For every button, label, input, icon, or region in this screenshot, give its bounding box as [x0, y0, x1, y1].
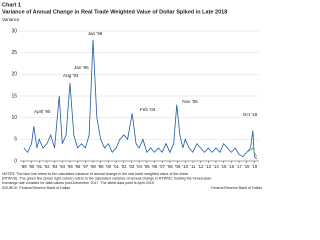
x-tick-label: '98 [90, 164, 96, 169]
x-tick-label: '01 [113, 164, 119, 169]
y-tick-label: 30 [11, 28, 17, 34]
x-tick-label: '17 [236, 164, 242, 169]
x-tick-label: '03 [129, 164, 135, 169]
x-tick-label: '02 [121, 164, 127, 169]
chart-title: Variance of Annual Change in Real Trade … [2, 9, 227, 15]
x-tick-label: '11 [190, 164, 196, 169]
x-tick-label: '15 [221, 164, 227, 169]
annotation: Nov '08 [182, 99, 198, 104]
x-tick-label: '94 [59, 164, 65, 169]
chart-label: Chart 1 [2, 2, 21, 8]
annotation: Jan '95 [74, 65, 89, 70]
y-tick-label: 20 [11, 72, 17, 78]
series-line [23, 39, 257, 160]
x-tick-label: '19 [252, 164, 258, 169]
x-tick-label: '05 [144, 164, 150, 169]
x-tick-label: '14 [213, 164, 219, 169]
x-tick-label: '18 [244, 164, 250, 169]
x-tick-label: '13 [205, 164, 211, 169]
chart: Chart 1 Variance of Annual Change in Rea… [2, 2, 262, 190]
annotation: Oct '18 [243, 112, 258, 117]
x-tick-label: '93 [52, 164, 58, 169]
y-tick-label: 0 [14, 158, 17, 164]
series-line [246, 147, 258, 157]
x-tick-label: '92 [44, 164, 50, 169]
annotation: Aug '93 [63, 73, 79, 78]
x-tick-label: '96 [75, 164, 81, 169]
x-tick-label: '06 [152, 164, 158, 169]
y-tick-label: 5 [14, 137, 17, 143]
note-line: (RTWVD). The green line (lower right cor… [2, 176, 211, 180]
annotation: April '90 [34, 109, 51, 114]
y-tick-label: 10 [11, 115, 17, 121]
y-tick-label: 15 [11, 93, 17, 99]
credit: Federal Reserve Bank of Dallas [211, 186, 262, 190]
x-tick-label: '16 [229, 164, 235, 169]
x-tick-label: '90 [29, 164, 35, 169]
x-tick-label: '07 [159, 164, 165, 169]
annotation: Feb '03 [140, 107, 156, 112]
x-tick-label: '12 [198, 164, 204, 169]
source: SOURCE: Federal Reserve Bank of Dallas. [2, 186, 71, 190]
x-tick-label: '09 [175, 164, 181, 169]
x-tick-label: '99 [98, 164, 104, 169]
x-tick-label: '08 [167, 164, 173, 169]
x-tick-label: '91 [36, 164, 42, 169]
annotation: Jan '98 [88, 31, 103, 36]
note-line: NOTES: The blue line refers to the calcu… [2, 172, 189, 176]
x-tick-label: '97 [83, 164, 89, 169]
y-axis-label: Variance [2, 17, 20, 22]
x-tick-label: '95 [67, 164, 73, 169]
x-tick-label: '10 [182, 164, 188, 169]
y-tick-label: 25 [11, 50, 17, 56]
x-tick-label: '04 [136, 164, 142, 169]
note-line: exchange rate constant for data values p… [2, 181, 155, 185]
x-tick-label: '00 [106, 164, 112, 169]
x-tick-label: '89 [21, 164, 27, 169]
